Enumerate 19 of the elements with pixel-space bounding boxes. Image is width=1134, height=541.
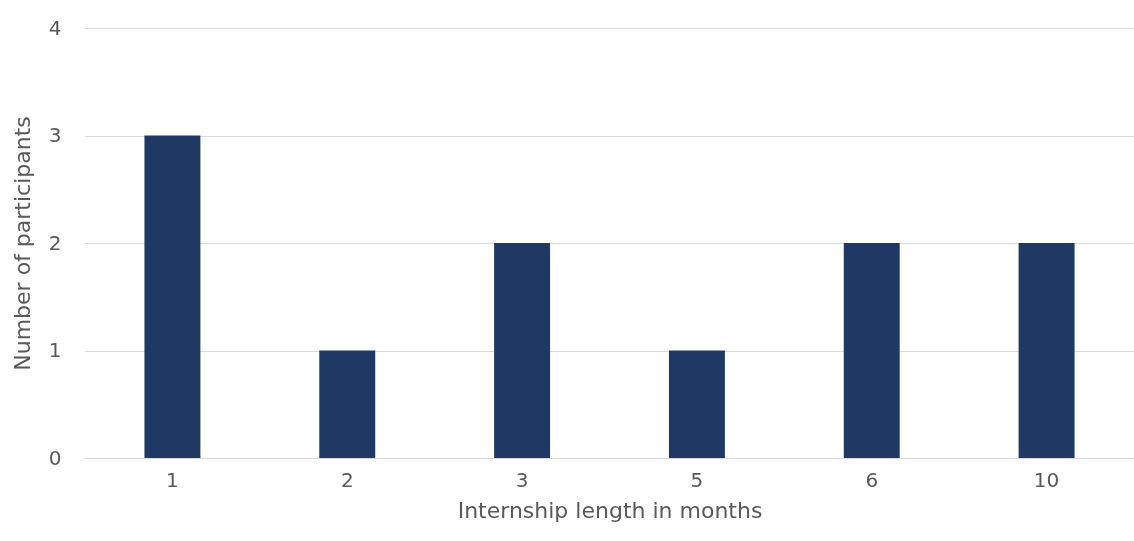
x-axis-title: Internship length in months	[457, 497, 763, 523]
y-tick-label: 3	[48, 123, 62, 147]
y-tick-label: 4	[48, 15, 62, 40]
bar	[843, 243, 900, 458]
bar	[1018, 243, 1075, 458]
bar	[668, 350, 725, 458]
x-tick-label: 10	[1033, 467, 1060, 492]
x-tick-label: 1	[166, 467, 179, 492]
y-tick-label: 2	[48, 230, 62, 255]
bar	[144, 135, 201, 458]
y-axis-title: Number of participants	[9, 116, 35, 371]
bar	[319, 350, 376, 458]
x-tick-label: 3	[515, 467, 529, 492]
x-tick-label: 6	[865, 467, 879, 492]
y-tick-label: 1	[48, 338, 62, 362]
y-tick-label: 0	[48, 445, 62, 470]
bar	[494, 243, 551, 458]
x-tick-label: 5	[690, 467, 704, 492]
x-tick-label: 2	[340, 467, 354, 492]
